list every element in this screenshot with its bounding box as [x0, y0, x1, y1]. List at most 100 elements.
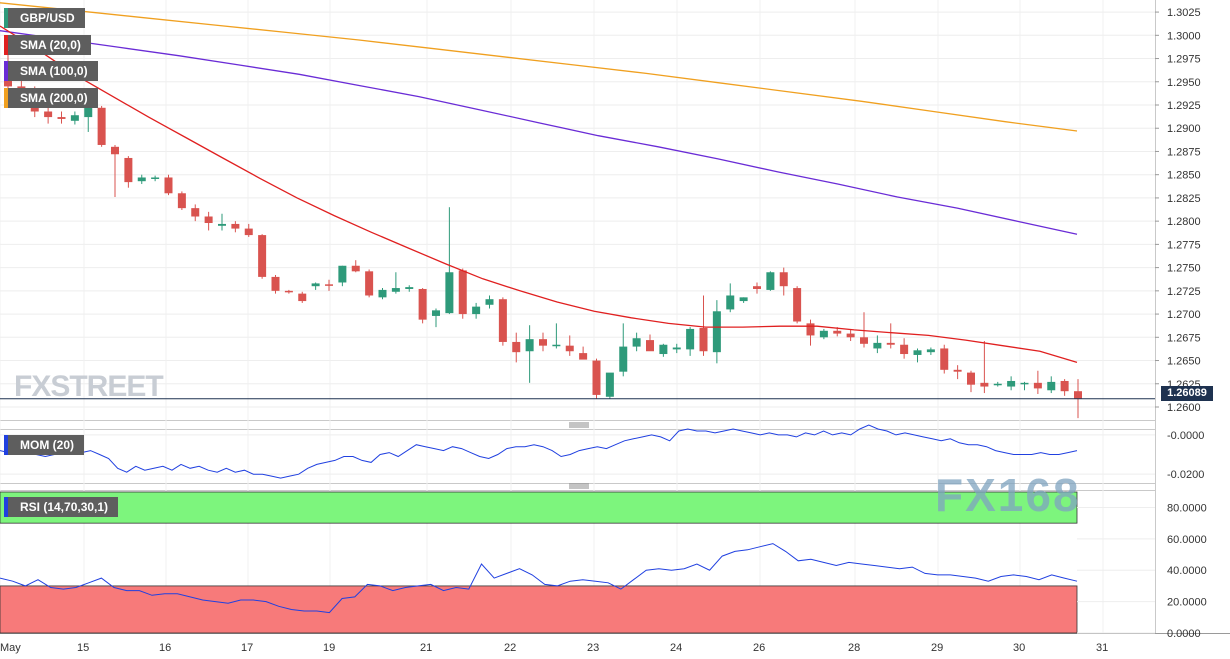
candle-body: [97, 107, 106, 145]
candle-body: [231, 223, 240, 229]
candles: [4, 44, 1082, 419]
candle-body: [432, 310, 440, 316]
candle-body: [739, 297, 748, 302]
price-tick-label: 1.2750: [1167, 263, 1201, 275]
rsi-pane-handle[interactable]: [569, 483, 589, 489]
candle-body: [244, 228, 253, 236]
rsi-tick-label: 20.0000: [1167, 597, 1207, 609]
candle-body: [298, 293, 307, 302]
candle-body: [926, 349, 935, 353]
sma200-label[interactable]: SMA (200,0): [4, 88, 98, 108]
candle-body: [164, 177, 173, 194]
time-tick-label: 15: [77, 642, 89, 654]
mom-label[interactable]: MOM (20): [4, 435, 84, 455]
time-tick-label: 19: [323, 642, 335, 654]
price-tick-label: 1.2925: [1167, 100, 1201, 112]
candle-body: [378, 289, 387, 298]
candle-body: [686, 328, 695, 350]
mom-tick-label: -0.0200: [1167, 469, 1204, 481]
price-tick-label: 1.2775: [1167, 239, 1201, 251]
time-tick-label: 26: [753, 642, 765, 654]
candle-body: [846, 333, 855, 338]
candle-body: [913, 350, 922, 355]
candle-body: [766, 272, 775, 290]
mom-tick-label: -0.0000: [1167, 430, 1204, 442]
candle-body: [124, 157, 133, 183]
rsi-line: [0, 543, 1078, 614]
candle-body: [940, 348, 949, 370]
candle-body: [391, 288, 400, 292]
candle-body: [539, 339, 547, 346]
candle-body: [1060, 380, 1069, 392]
candle-body: [632, 338, 641, 347]
rsi-tick-label: 80.0000: [1167, 502, 1207, 514]
candle-body: [605, 372, 614, 397]
time-tick-label: 22: [504, 642, 516, 654]
candle-body: [565, 345, 574, 352]
candle-body: [873, 342, 882, 349]
candle-body: [338, 265, 347, 283]
price-tick-label: 1.3000: [1167, 30, 1201, 42]
price-tick-label: 1.2975: [1167, 54, 1201, 66]
time-tick-label: 17: [241, 642, 253, 654]
time-tick-label: 24: [670, 642, 682, 654]
sma100-line: [0, 30, 1078, 235]
candle-body: [860, 337, 868, 344]
rsi-tick-label: 0.0000: [1167, 628, 1201, 640]
fx168-watermark: FX168: [935, 469, 1081, 521]
candle-body: [151, 177, 160, 179]
candle-body: [819, 330, 828, 338]
sma200-line: [0, 2, 1078, 132]
candle-body: [284, 290, 293, 293]
candle-body: [726, 295, 735, 310]
candle-body: [672, 347, 681, 350]
candle-body: [311, 283, 320, 287]
time-tick-label: 30: [1013, 642, 1025, 654]
candle-body: [1047, 381, 1056, 391]
candle-body: [177, 193, 186, 209]
candle-body: [579, 353, 588, 360]
sma20-line: [0, 25, 1078, 364]
candle-body: [84, 105, 93, 118]
rsi-oversold-zone: [0, 585, 1078, 634]
sma100-label[interactable]: SMA (100,0): [4, 61, 98, 81]
candle-body: [980, 382, 989, 387]
price-tick-label: 1.2700: [1167, 309, 1201, 321]
price-tick-label: 1.2950: [1167, 77, 1201, 89]
sma20-label[interactable]: SMA (20,0): [4, 35, 91, 55]
candle-body: [44, 111, 53, 118]
rsi-tick-label: 60.0000: [1167, 534, 1207, 546]
candle-body: [405, 287, 414, 289]
time-tick-label: 28: [848, 642, 860, 654]
candle-body: [111, 146, 119, 155]
candle-body: [57, 117, 66, 119]
price-tick-label: 1.2650: [1167, 356, 1201, 368]
candle-body: [886, 342, 895, 345]
rsi-tick-label: 40.0000: [1167, 565, 1207, 577]
candle-body: [1007, 380, 1016, 387]
candle-body: [137, 177, 146, 182]
candle-body: [1020, 382, 1029, 385]
price-tick-label: 1.3025: [1167, 7, 1201, 19]
rsi-overbought-zone: [0, 491, 1078, 524]
price-tick-label: 1.2850: [1167, 170, 1201, 182]
candle-body: [833, 330, 842, 334]
candle-body: [659, 344, 668, 355]
candle-body: [967, 372, 975, 385]
candle-body: [512, 341, 521, 353]
candle-body: [619, 346, 628, 372]
candle-body: [498, 299, 507, 342]
rsi-label[interactable]: RSI (14,70,30,1): [4, 497, 119, 517]
candle-body: [712, 311, 721, 353]
symbol-label[interactable]: GBP/USD: [4, 8, 85, 28]
candle-body: [191, 208, 200, 217]
price-tick-label: 1.2875: [1167, 146, 1201, 158]
candle-body: [699, 328, 708, 352]
time-tick-label: 16: [159, 642, 171, 654]
candle-body: [993, 383, 1002, 386]
price-tick-label: 1.2600: [1167, 402, 1201, 414]
candle-body: [953, 369, 962, 372]
mom-pane-handle[interactable]: [569, 422, 589, 428]
